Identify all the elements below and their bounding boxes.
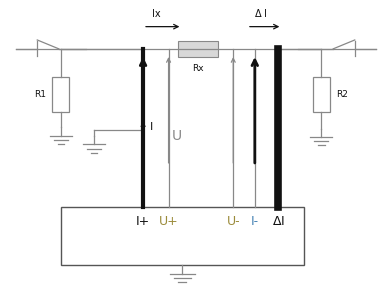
Text: U: U — [171, 129, 181, 143]
FancyBboxPatch shape — [61, 207, 304, 265]
Text: R2: R2 — [336, 90, 348, 99]
Text: Ix: Ix — [152, 9, 161, 19]
Text: R1: R1 — [34, 90, 46, 99]
Text: I: I — [150, 122, 153, 132]
Text: Rx: Rx — [192, 64, 204, 73]
Text: U-: U- — [227, 215, 240, 228]
Text: I+: I+ — [136, 215, 150, 228]
Text: $\Delta$ I: $\Delta$ I — [254, 7, 267, 19]
Text: I-: I- — [251, 215, 259, 228]
Text: U+: U+ — [159, 215, 178, 228]
FancyBboxPatch shape — [52, 77, 69, 112]
FancyBboxPatch shape — [178, 41, 218, 57]
Text: $\Delta$I: $\Delta$I — [272, 215, 285, 228]
FancyBboxPatch shape — [313, 77, 330, 112]
